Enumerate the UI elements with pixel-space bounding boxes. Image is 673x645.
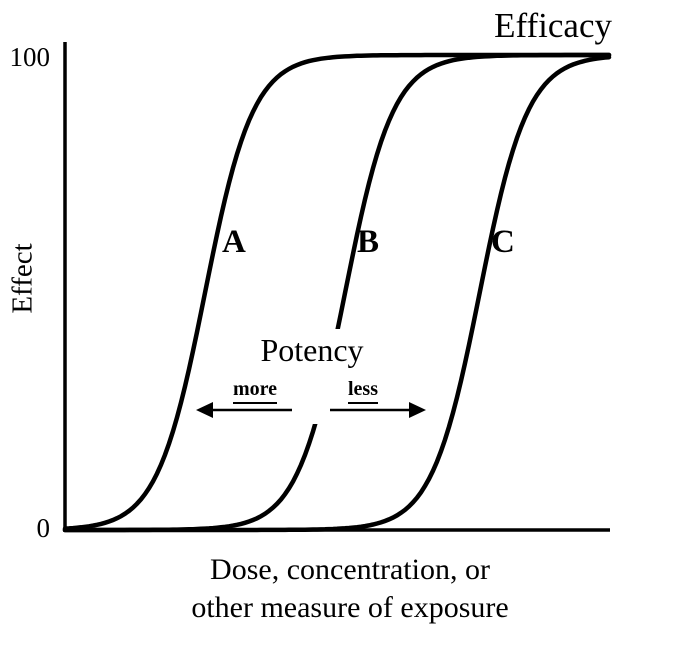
curve-b-label: B (357, 224, 380, 260)
potency-less-label: less (313, 378, 413, 404)
dose-response-curves (62, 52, 612, 533)
curve-B (62, 52, 612, 533)
y-axis-title: Effect (6, 243, 39, 314)
potency-less-arrow (330, 402, 426, 418)
potency-label: Potency (260, 332, 364, 368)
y-tick-100: 100 (9, 42, 51, 72)
potency-more-label: more (205, 378, 305, 404)
x-axis-title-line1: Dose, concentration, or (210, 553, 490, 586)
potency-more-arrow (196, 402, 292, 418)
x-axis-title-line2: other measure of exposure (191, 591, 509, 624)
curve-c-label: C (491, 224, 515, 260)
curve-A (62, 52, 612, 531)
curve-C (62, 54, 612, 533)
efficacy-label: Efficacy (494, 6, 612, 45)
right-arrowhead-icon (409, 402, 426, 418)
curve-a-label: A (222, 224, 246, 260)
left-arrowhead-icon (196, 402, 213, 418)
y-tick-0: 0 (36, 513, 51, 543)
potency-label-mask (232, 329, 417, 424)
